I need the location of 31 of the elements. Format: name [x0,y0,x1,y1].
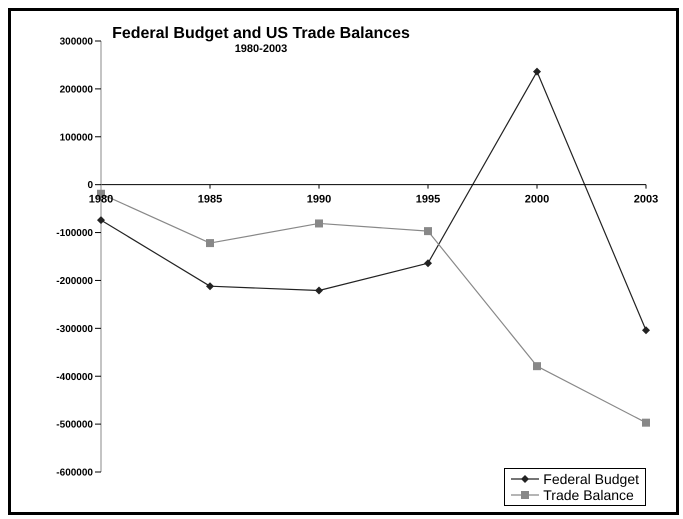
y-tick-label: 300000 [60,36,94,48]
chart-subtitle: 1980-2003 [234,43,288,55]
point [424,259,432,268]
x-tick-label: 1995 [416,194,440,206]
point [642,326,650,334]
x-tick-label: 1985 [198,194,222,206]
y-tick-label: -400000 [56,372,94,383]
y-tick-label: -600000 [56,468,94,479]
point [206,239,214,248]
point [97,216,105,224]
point [315,219,323,228]
chart-title: Federal Budget and US Trade Balances [111,25,411,43]
x-tick-label: 2003 [634,194,658,206]
y-tick-label: 0 [87,180,94,192]
point [315,286,323,294]
point [642,418,650,427]
point [533,362,541,370]
point [206,282,214,290]
point [424,227,432,236]
y-tick-label: -500000 [56,420,94,431]
y-tick-label: 100000 [60,132,94,144]
x-tick-label: 1990 [306,194,332,206]
y-tick-label: -200000 [56,276,94,287]
y-tick-label: -100000 [56,228,94,240]
y-tick-label: 200000 [60,84,94,96]
x-tick-label: 1980 [88,194,114,206]
legend-label: Trade Balance [543,487,634,503]
y-tick-label: -300000 [56,324,94,335]
x-tick-label: 2000 [524,194,550,206]
legend-label: Federal Budget [543,471,639,487]
point [533,68,541,76]
